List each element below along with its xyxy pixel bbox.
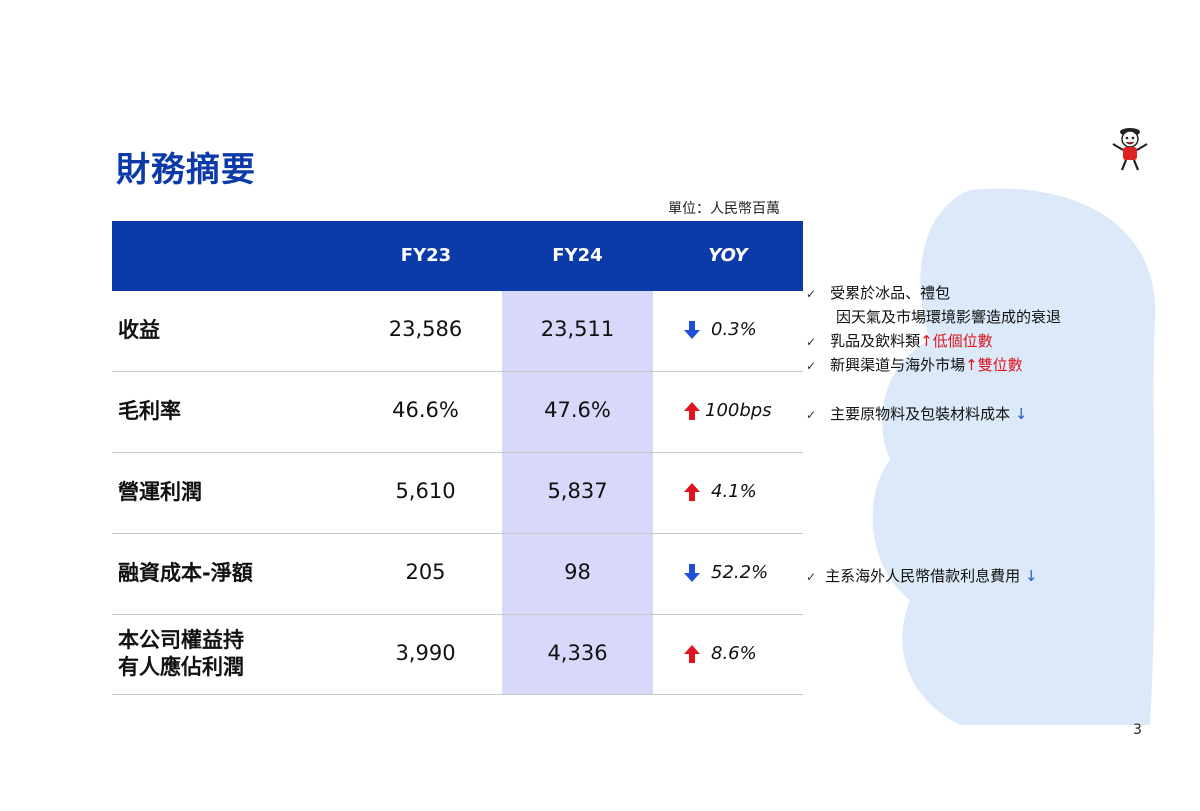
check-icon: ✓ bbox=[806, 570, 817, 584]
check-icon: ✓ bbox=[806, 287, 817, 301]
arrow-down-icon bbox=[684, 320, 700, 339]
fy23-value: 5,610 bbox=[395, 479, 456, 503]
fy24-highlight-column bbox=[502, 291, 653, 694]
check-icon: ✓ bbox=[806, 359, 817, 373]
arrow-up-icon bbox=[684, 401, 700, 420]
yoy-value: 0.3% bbox=[711, 319, 757, 340]
note-revenue-3: ✓ 新興渠道与海外市場↑雙位數 bbox=[806, 356, 1023, 374]
column-header-fy24: FY24 bbox=[552, 245, 603, 266]
up-arrow-icon: ↑ bbox=[965, 356, 978, 374]
table-row-operating-profit: 營運利潤 5,610 5,837 4.1% bbox=[112, 453, 803, 534]
row-label: 毛利率 bbox=[118, 399, 181, 423]
check-icon: ✓ bbox=[806, 408, 817, 422]
down-arrow-icon: ↓ bbox=[1014, 405, 1028, 423]
financial-summary-table: FY23 FY24 YOY 收益 23,586 23,511 0.3% 毛利率 … bbox=[112, 221, 803, 695]
fy23-value: 23,586 bbox=[388, 317, 463, 341]
yoy-cell: 100bps bbox=[683, 400, 772, 421]
yoy-value: 8.6% bbox=[711, 643, 757, 664]
note-revenue-2: ✓ 乳品及飲料類↑低個位數 bbox=[806, 332, 993, 350]
table-header: FY23 FY24 YOY bbox=[112, 221, 803, 291]
note-revenue-1: ✓ 受累於冰品、禮包 bbox=[806, 284, 951, 302]
yoy-cell: 8.6% bbox=[683, 643, 757, 664]
mascot-logo bbox=[1112, 128, 1148, 171]
note-finance-cost: ✓ 主系海外人民幣借款利息費用 ↓ bbox=[806, 567, 1038, 585]
background-shape bbox=[872, 188, 1156, 725]
row-label: 本公司權益持 有人應佔利潤 bbox=[118, 627, 244, 681]
arrow-up-icon bbox=[684, 644, 700, 663]
column-header-yoy: YOY bbox=[708, 245, 748, 266]
yoy-cell: 0.3% bbox=[683, 319, 757, 340]
down-arrow-icon: ↓ bbox=[1024, 567, 1038, 585]
row-label-line2: 有人應佔利潤 bbox=[118, 655, 244, 679]
yoy-value: 100bps bbox=[705, 400, 772, 421]
column-header-fy23: FY23 bbox=[400, 245, 452, 266]
up-arrow-icon: ↑ bbox=[920, 332, 933, 350]
row-label: 融資成本-淨額 bbox=[118, 561, 253, 585]
fy23-value: 46.6% bbox=[392, 398, 459, 422]
note-revenue-1-cont: 因天氣及市場環境影響造成的衰退 bbox=[836, 308, 1062, 326]
table-row-attributable-profit: 本公司權益持 有人應佔利潤 3,990 4,336 8.6% bbox=[112, 615, 803, 695]
fy24-value: 5,837 bbox=[547, 479, 608, 503]
fy23-value: 205 bbox=[405, 560, 446, 584]
yoy-cell: 4.1% bbox=[683, 481, 757, 502]
yoy-cell: 52.2% bbox=[683, 562, 768, 583]
page-number: 3 bbox=[1133, 722, 1142, 738]
fy24-value: 4,336 bbox=[547, 641, 608, 665]
yoy-value: 4.1% bbox=[711, 481, 757, 502]
fy24-value: 98 bbox=[564, 560, 591, 584]
fy24-value: 23,511 bbox=[540, 317, 615, 341]
note-gross-margin: ✓ 主要原物料及包裝材料成本 ↓ bbox=[806, 405, 1028, 423]
arrow-up-icon bbox=[684, 482, 700, 501]
fy24-value: 47.6% bbox=[544, 398, 611, 422]
table-row-finance-cost: 融資成本-淨額 205 98 52.2% bbox=[112, 534, 803, 615]
table-row-revenue: 收益 23,586 23,511 0.3% bbox=[112, 291, 803, 372]
fy23-value: 3,990 bbox=[395, 641, 456, 665]
row-label-line1: 本公司權益持 bbox=[118, 628, 244, 652]
page-title: 財務摘要 bbox=[116, 150, 256, 190]
arrow-down-icon bbox=[684, 563, 700, 582]
row-label: 營運利潤 bbox=[118, 480, 202, 504]
yoy-value: 52.2% bbox=[711, 562, 769, 583]
row-label: 收益 bbox=[118, 318, 160, 342]
table-row-gross-margin: 毛利率 46.6% 47.6% 100bps bbox=[112, 372, 803, 453]
check-icon: ✓ bbox=[806, 335, 817, 349]
unit-label: 單位：人民幣百萬 bbox=[668, 201, 780, 217]
